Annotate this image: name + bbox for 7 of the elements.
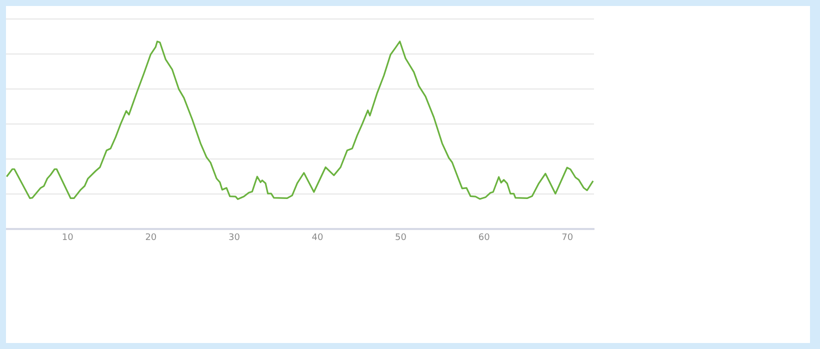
x-tick-label: 10 (62, 232, 74, 243)
x-tick-label: 60 (478, 232, 490, 243)
x-tick-label: 20 (145, 232, 157, 243)
x-tick-label: 40 (312, 232, 324, 243)
x-tick-label: 50 (395, 232, 407, 243)
x-tick-label: 30 (228, 232, 240, 243)
x-tick-label: 70 (562, 232, 574, 243)
